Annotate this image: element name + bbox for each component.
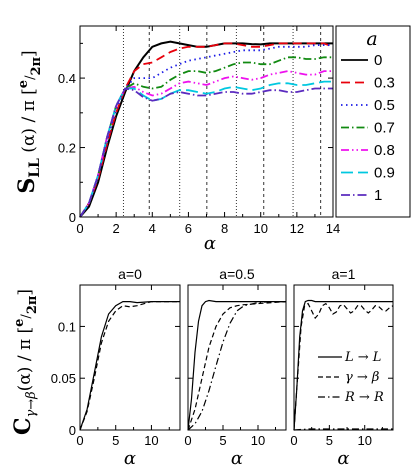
series-line-0.9 (79, 80, 333, 218)
top-legend: a 0 0.3 0.5 0.7 0.8 0.9 1 (335, 25, 411, 218)
legend-label-0: 0 (374, 52, 382, 69)
bottom-ylabel-bracket-den: 2π (25, 295, 40, 314)
legend-label: γ → β (345, 370, 379, 385)
panel-1: a=0.5 0 5 10 α (184, 266, 287, 469)
top-ylabel-main: S (14, 178, 40, 194)
x-tick-label: 5 (326, 433, 333, 448)
legend-label: L → L (344, 350, 381, 365)
x-tick-label: 0 (76, 433, 83, 448)
bottom-ylabel-sub: γ→β (24, 391, 39, 417)
y-tick-label: 0.1 (58, 319, 76, 334)
x-tick-label: 10 (251, 433, 265, 448)
legend-label-0.9: 0.9 (374, 165, 395, 182)
y-tick-label: 0 (69, 210, 76, 225)
top-ylabel-rest: (α) / π (19, 95, 39, 158)
bottom-ylabel-rest: (α) / π (15, 333, 35, 391)
legend-label-1: 1 (374, 187, 382, 204)
legend-title: a (366, 28, 377, 50)
x-tick-label: 4 (149, 221, 156, 236)
bottom-ylabel-bracket-num: e (12, 319, 27, 327)
series-line-γ → β (293, 302, 394, 431)
legend-label-0.5: 0.5 (374, 97, 395, 114)
panel-frame (79, 284, 181, 431)
panel-title: a=0.5 (219, 266, 255, 282)
x-tick-label: 10 (144, 433, 158, 448)
series-line-L → L (187, 299, 286, 431)
x-tick-label: 5 (219, 433, 226, 448)
series-line-γ → β (79, 301, 180, 431)
y-tick-label: 0 (69, 423, 76, 438)
bottom-panels: a=0 0 5 10 0 0.05 0.1 α a=0.5 0 5 10 α a=1 0 5 10 α (51, 266, 394, 469)
x-tick-label: 8 (221, 221, 228, 236)
bottom-chart: Cγ→β(α) / π [e/2π] a=00 5 1000.050.1αa=0.5… (10, 266, 394, 469)
series-line-L → L (79, 301, 180, 431)
top-ylabel-bracket-den: 2π (29, 56, 44, 75)
panel-0: a=0 0 5 10 0 0.05 0.1 α (51, 266, 181, 469)
series-line-L → L (293, 299, 393, 431)
series-line-R → R (293, 428, 393, 431)
panel-title: a=1 (332, 266, 356, 282)
y-tick-label: 0.05 (51, 371, 76, 386)
series-line-γ → β (187, 301, 287, 431)
x-tick-label: 0 (184, 433, 191, 448)
legend-label-0.8: 0.8 (374, 142, 395, 159)
top-ylabel-sub: LL (27, 158, 43, 178)
legend-label-0.7: 0.7 (374, 120, 395, 137)
bottom-ylabel-main: C (10, 418, 36, 436)
x-tick-label: 0 (290, 433, 297, 448)
bottom-y-axis-label: Cγ→β(α) / π [e/2π] (10, 289, 40, 435)
panel-x-axis-label: α (124, 448, 136, 469)
svg-text:Cγ→β(α) / π [e/2π]: Cγ→β(α) / π [e/2π] (10, 289, 40, 435)
bottom-legend: L → L γ → β R → R (318, 350, 384, 405)
x-tick-label: 10 (357, 433, 371, 448)
series-line-0.3 (79, 42, 334, 218)
series-line-0.8 (79, 70, 333, 218)
y-tick-label: 0.4 (58, 71, 76, 86)
top-y-axis-label: SLL (α) / π [e/2π] (14, 50, 44, 193)
panel-x-axis-label: α (337, 448, 349, 469)
legend-label: R → R (344, 390, 384, 405)
series-line-0 (79, 40, 333, 218)
panel-x-axis-label: α (231, 448, 243, 469)
top-ylabel-bracket-num: e (16, 80, 31, 88)
panel-2: a=1 0 5 10 α (290, 266, 394, 469)
series-line-1 (79, 87, 333, 218)
x-tick-label: 10 (253, 221, 267, 236)
panel-frame (187, 284, 287, 431)
y-tick-label: 0.2 (58, 141, 76, 156)
x-tick-label: 14 (326, 221, 340, 236)
top-x-axis-label: α (204, 233, 216, 254)
series-line-R → R (187, 301, 286, 431)
panel-frame (293, 284, 394, 431)
x-tick-label: 12 (290, 221, 304, 236)
legend-label-0.3: 0.3 (374, 75, 395, 92)
legend-box (335, 25, 411, 218)
x-tick-label: 0 (76, 221, 83, 236)
x-tick-label: 6 (185, 221, 192, 236)
top-plot-area: 0 2 4 6 8 10 12 14 0 0.2 0.4 (58, 25, 340, 236)
panel-title: a=0 (118, 266, 142, 282)
x-tick-label: 2 (113, 221, 120, 236)
svg-text:SLL (α) / π [e/2π]: SLL (α) / π [e/2π] (14, 50, 44, 193)
x-tick-label: 5 (112, 433, 119, 448)
